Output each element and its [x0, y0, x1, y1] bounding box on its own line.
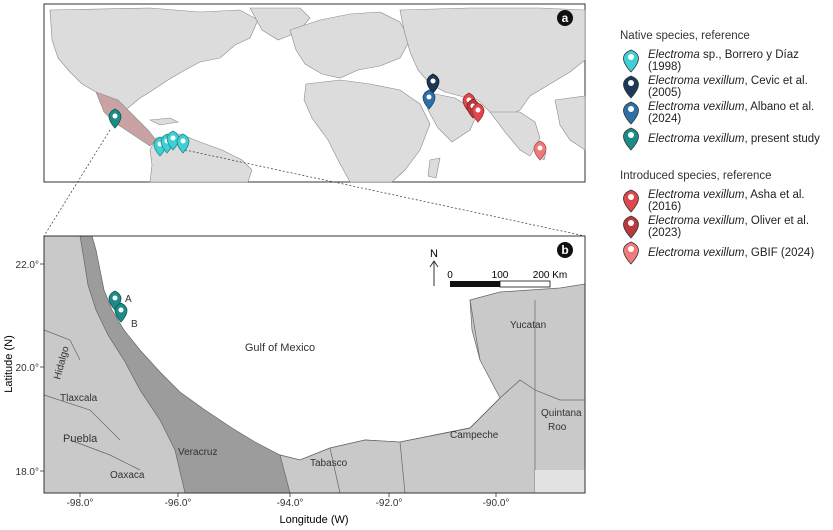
panel-a-world-map: a: [43, 3, 586, 183]
legend-reference: , Asha et al. (2016): [648, 189, 805, 213]
label-puebla: Puebla: [63, 433, 98, 445]
legend-item-native-1: Electroma vexillum, Cevic et al. (2005): [620, 74, 830, 100]
legend-reference: , Albano et al. (2024): [648, 101, 815, 125]
svg-text:22.0°: 22.0°: [16, 260, 39, 271]
legend-item-text: Electroma vexillum, present study: [648, 133, 820, 145]
marker-site-b: [114, 302, 128, 323]
svg-text:-94.0°: -94.0°: [277, 498, 304, 509]
map-pin-icon: [623, 127, 639, 151]
y-ticks: 22.0° 20.0° 18.0°: [16, 260, 39, 478]
svg-text:18.0°: 18.0°: [16, 467, 39, 478]
legend-item-text: Electroma vexillum, GBIF (2024): [648, 247, 814, 259]
site-label-b: B: [131, 319, 138, 330]
legend-item-native-3: Electroma vexillum, present study: [620, 126, 830, 152]
marker-borrero-3: [166, 130, 180, 151]
legend-item-introduced-0: Electroma vexillum, Asha et al. (2016): [620, 188, 830, 214]
svg-text:-90.0°: -90.0°: [483, 498, 510, 509]
svg-text:100: 100: [492, 270, 509, 281]
label-quintana: Quintana: [541, 408, 582, 419]
map-pin-icon: [623, 75, 639, 99]
y-axis-label: Latitude (N): [3, 335, 15, 392]
svg-text:-92.0°: -92.0°: [376, 498, 403, 509]
legend-species: Electroma vexillum: [648, 75, 745, 87]
marker-asha-2: [471, 102, 485, 123]
label-tabasco: Tabasco: [310, 458, 348, 469]
map-pin-icon: [623, 215, 639, 239]
map-pin-icon: [623, 101, 639, 125]
legend-species: Electroma vexillum: [648, 247, 745, 259]
legend-species: Electroma: [648, 49, 700, 61]
label-tlaxcala: Tlaxcala: [60, 393, 98, 404]
map-pin-icon: [623, 189, 639, 213]
scale-bar: 0 100 200 Km: [447, 270, 567, 288]
panel-a-label: a: [562, 11, 569, 25]
legend-species: Electroma vexillum: [648, 133, 745, 145]
label-oaxaca: Oaxaca: [110, 470, 145, 481]
legend-item-text: Electroma vexillum, Albano et al. (2024): [648, 101, 830, 125]
legend-item-text: Electroma sp., Borrero y Díaz (1998): [648, 49, 830, 73]
marker-borrero-4: [176, 133, 190, 154]
marker-cevic: [426, 73, 440, 94]
legend-item-native-2: Electroma vexillum, Albano et al. (2024): [620, 100, 830, 126]
legend-native-header: Native species, reference: [620, 30, 750, 42]
label-veracruz: Veracruz: [178, 447, 217, 458]
legend-introduced-header: Introduced species, reference: [620, 170, 772, 182]
legend-reference: sp., Borrero y Díaz (1998): [648, 49, 799, 73]
legend-reference: , GBIF (2024): [744, 247, 815, 259]
inset-connectors: [43, 129, 586, 237]
svg-text:200 Km: 200 Km: [533, 270, 567, 281]
svg-text:N: N: [430, 248, 438, 260]
legend-species: Electroma vexillum: [648, 215, 745, 227]
legend-item-text: Electroma vexillum, Oliver et al. (2023): [648, 215, 830, 239]
legend-species: Electroma vexillum: [648, 189, 745, 201]
legend-item-text: Electroma vexillum, Asha et al. (2016): [648, 189, 830, 213]
legend-reference: , Cevic et al. (2005): [648, 75, 808, 99]
marker-albano: [422, 89, 436, 110]
panel-b-gulf-map: b N 0 100 200 Km Gulf of Mexico Yucatan …: [3, 235, 586, 526]
map-pin-icon: [623, 241, 639, 265]
x-ticks: -98.0° -96.0° -94.0° -92.0° -90.0°: [67, 498, 510, 509]
map-pin-icon: [623, 49, 639, 73]
label-campeche: Campeche: [450, 430, 499, 441]
svg-text:-96.0°: -96.0°: [165, 498, 192, 509]
gulf-label: Gulf of Mexico: [245, 342, 315, 354]
x-axis-label: Longitude (W): [279, 514, 348, 526]
label-yucatan: Yucatan: [510, 320, 546, 331]
svg-text:0: 0: [447, 270, 453, 281]
svg-text:20.0°: 20.0°: [16, 363, 39, 374]
north-arrow: N: [429, 248, 439, 286]
site-label-a: A: [125, 294, 132, 305]
legend: Native species, reference Electroma sp.,…: [620, 30, 830, 266]
legend-species: Electroma vexillum: [648, 101, 745, 113]
panel-b-label: b: [561, 243, 568, 257]
legend-item-text: Electroma vexillum, Cevic et al. (2005): [648, 75, 830, 99]
legend-item-introduced-1: Electroma vexillum, Oliver et al. (2023): [620, 214, 830, 240]
svg-text:-98.0°: -98.0°: [67, 498, 94, 509]
legend-item-native-0: Electroma sp., Borrero y Díaz (1998): [620, 48, 830, 74]
marker-gbif: [533, 140, 547, 161]
legend-item-introduced-2: Electroma vexillum, GBIF (2024): [620, 240, 830, 266]
label-roo: Roo: [548, 422, 567, 433]
legend-reference: , Oliver et al. (2023): [648, 215, 810, 239]
marker-present-study-a: [108, 108, 122, 129]
legend-reference: , present study: [744, 133, 820, 145]
